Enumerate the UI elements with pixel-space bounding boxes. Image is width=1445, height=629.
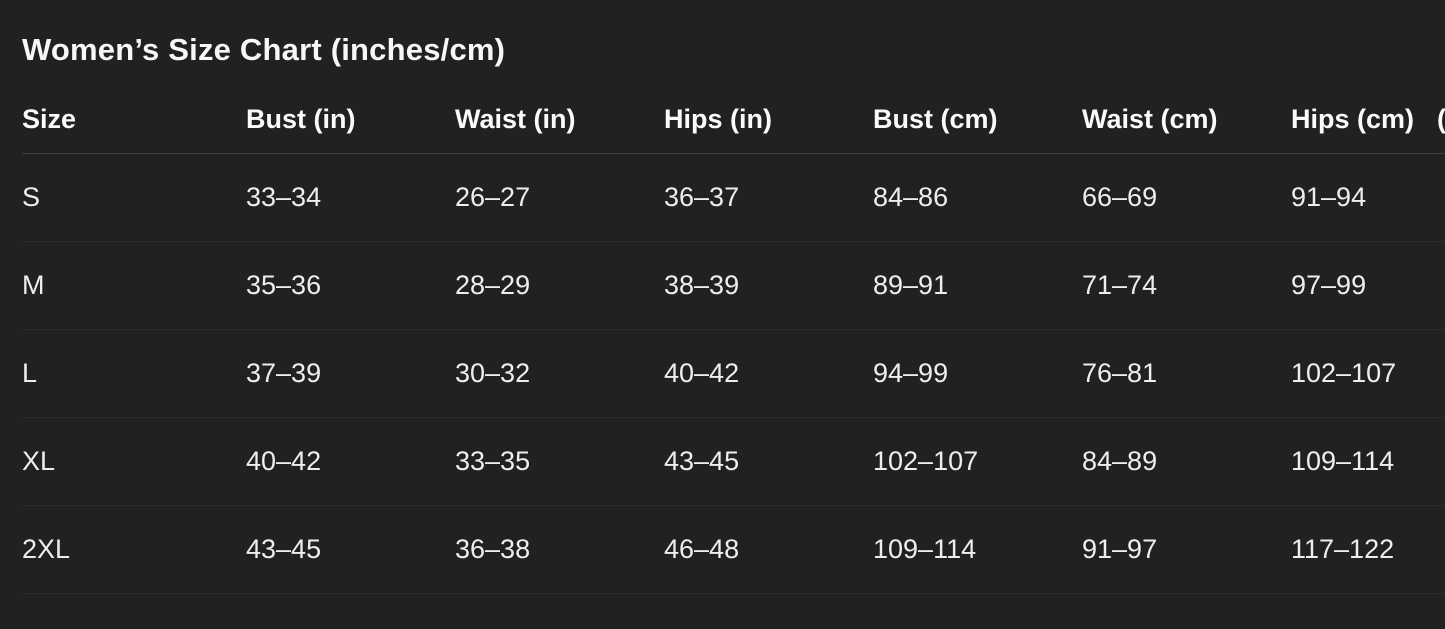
measurement-cell: 94–99: [873, 329, 1082, 418]
column-header: Bust (in): [246, 70, 455, 154]
measurement-cell: 36–37: [664, 153, 873, 242]
measurement-cell: 109–114: [873, 505, 1082, 594]
column-header: Bust (cm): [873, 70, 1082, 154]
measurement-cell: 91–97: [1082, 505, 1291, 594]
column-header: Hips (cm): [1291, 70, 1437, 154]
measurement-cell: 89–91: [873, 241, 1082, 330]
measurement-cell: 37–39: [246, 329, 455, 418]
measurement-cell: 84–89: [1082, 417, 1291, 506]
measurement-cell: 84–86: [873, 153, 1082, 242]
measurement-cell: 102–107: [873, 417, 1082, 506]
measurement-cell: 76–81: [1082, 329, 1291, 418]
table-row: XL 40–42 33–35 43–45 102–107 84–89 109–114: [22, 417, 1445, 506]
column-header: Size: [22, 70, 246, 154]
measurement-cell: 109–114: [1291, 417, 1437, 506]
measurement-cell: 33–34: [246, 153, 455, 242]
measurement-cell: [1437, 329, 1445, 418]
size-cell: L: [22, 329, 246, 418]
measurement-cell: 38–39: [664, 241, 873, 330]
measurement-cell: 43–45: [246, 505, 455, 594]
measurement-cell: 33–35: [455, 417, 664, 506]
measurement-cell: [1437, 417, 1445, 506]
column-header: Hips (in): [664, 70, 873, 154]
column-header: Waist (in): [455, 70, 664, 154]
measurement-cell: 66–69: [1082, 153, 1291, 242]
measurement-cell: 36–38: [455, 505, 664, 594]
column-header: (: [1437, 70, 1445, 154]
measurement-cell: 102–107: [1291, 329, 1437, 418]
measurement-cell: 91–94: [1291, 153, 1437, 242]
table-head: Size Bust (in) Waist (in) Hips (in) Bust (cm…: [22, 70, 1445, 154]
table-row: L 37–39 30–32 40–42 94–99 76–81 102–107: [22, 329, 1445, 418]
page-title: Women’s Size Chart (inches/cm): [22, 32, 506, 67]
measurement-cell: 43–45: [664, 417, 873, 506]
column-header: Waist (cm): [1082, 70, 1291, 154]
table-header-row: Size Bust (in) Waist (in) Hips (in) Bust (cm…: [22, 70, 1445, 154]
measurement-cell: [1437, 153, 1445, 242]
size-cell: XL: [22, 417, 246, 506]
measurement-cell: 30–32: [455, 329, 664, 418]
measurement-cell: 40–42: [664, 329, 873, 418]
size-cell: S: [22, 153, 246, 242]
size-cell: 2XL: [22, 505, 246, 594]
measurement-cell: 35–36: [246, 241, 455, 330]
measurement-cell: 97–99: [1291, 241, 1437, 330]
measurement-cell: 28–29: [455, 241, 664, 330]
measurement-cell: 46–48: [664, 505, 873, 594]
measurement-cell: 40–42: [246, 417, 455, 506]
measurement-cell: [1437, 241, 1445, 330]
measurement-cell: [1437, 505, 1445, 594]
table-row: 2XL 43–45 36–38 46–48 109–114 91–97 117–122: [22, 505, 1445, 594]
size-table-scroll-area[interactable]: Size Bust (in) Waist (in) Hips (in) Bust (cm…: [22, 70, 1445, 594]
measurement-cell: 26–27: [455, 153, 664, 242]
table-row: S 33–34 26–27 36–37 84–86 66–69 91–94: [22, 153, 1445, 242]
table-row: M 35–36 28–29 38–39 89–91 71–74 97–99: [22, 241, 1445, 330]
table-body: S 33–34 26–27 36–37 84–86 66–69 91–94 M 35–36 28–…: [22, 153, 1445, 594]
measurement-cell: 71–74: [1082, 241, 1291, 330]
size-table: Size Bust (in) Waist (in) Hips (in) Bust (cm…: [22, 70, 1445, 594]
size-cell: M: [22, 241, 246, 330]
measurement-cell: 117–122: [1291, 505, 1437, 594]
size-chart-card: Women’s Size Chart (inches/cm) Size Bust …: [22, 32, 1445, 594]
